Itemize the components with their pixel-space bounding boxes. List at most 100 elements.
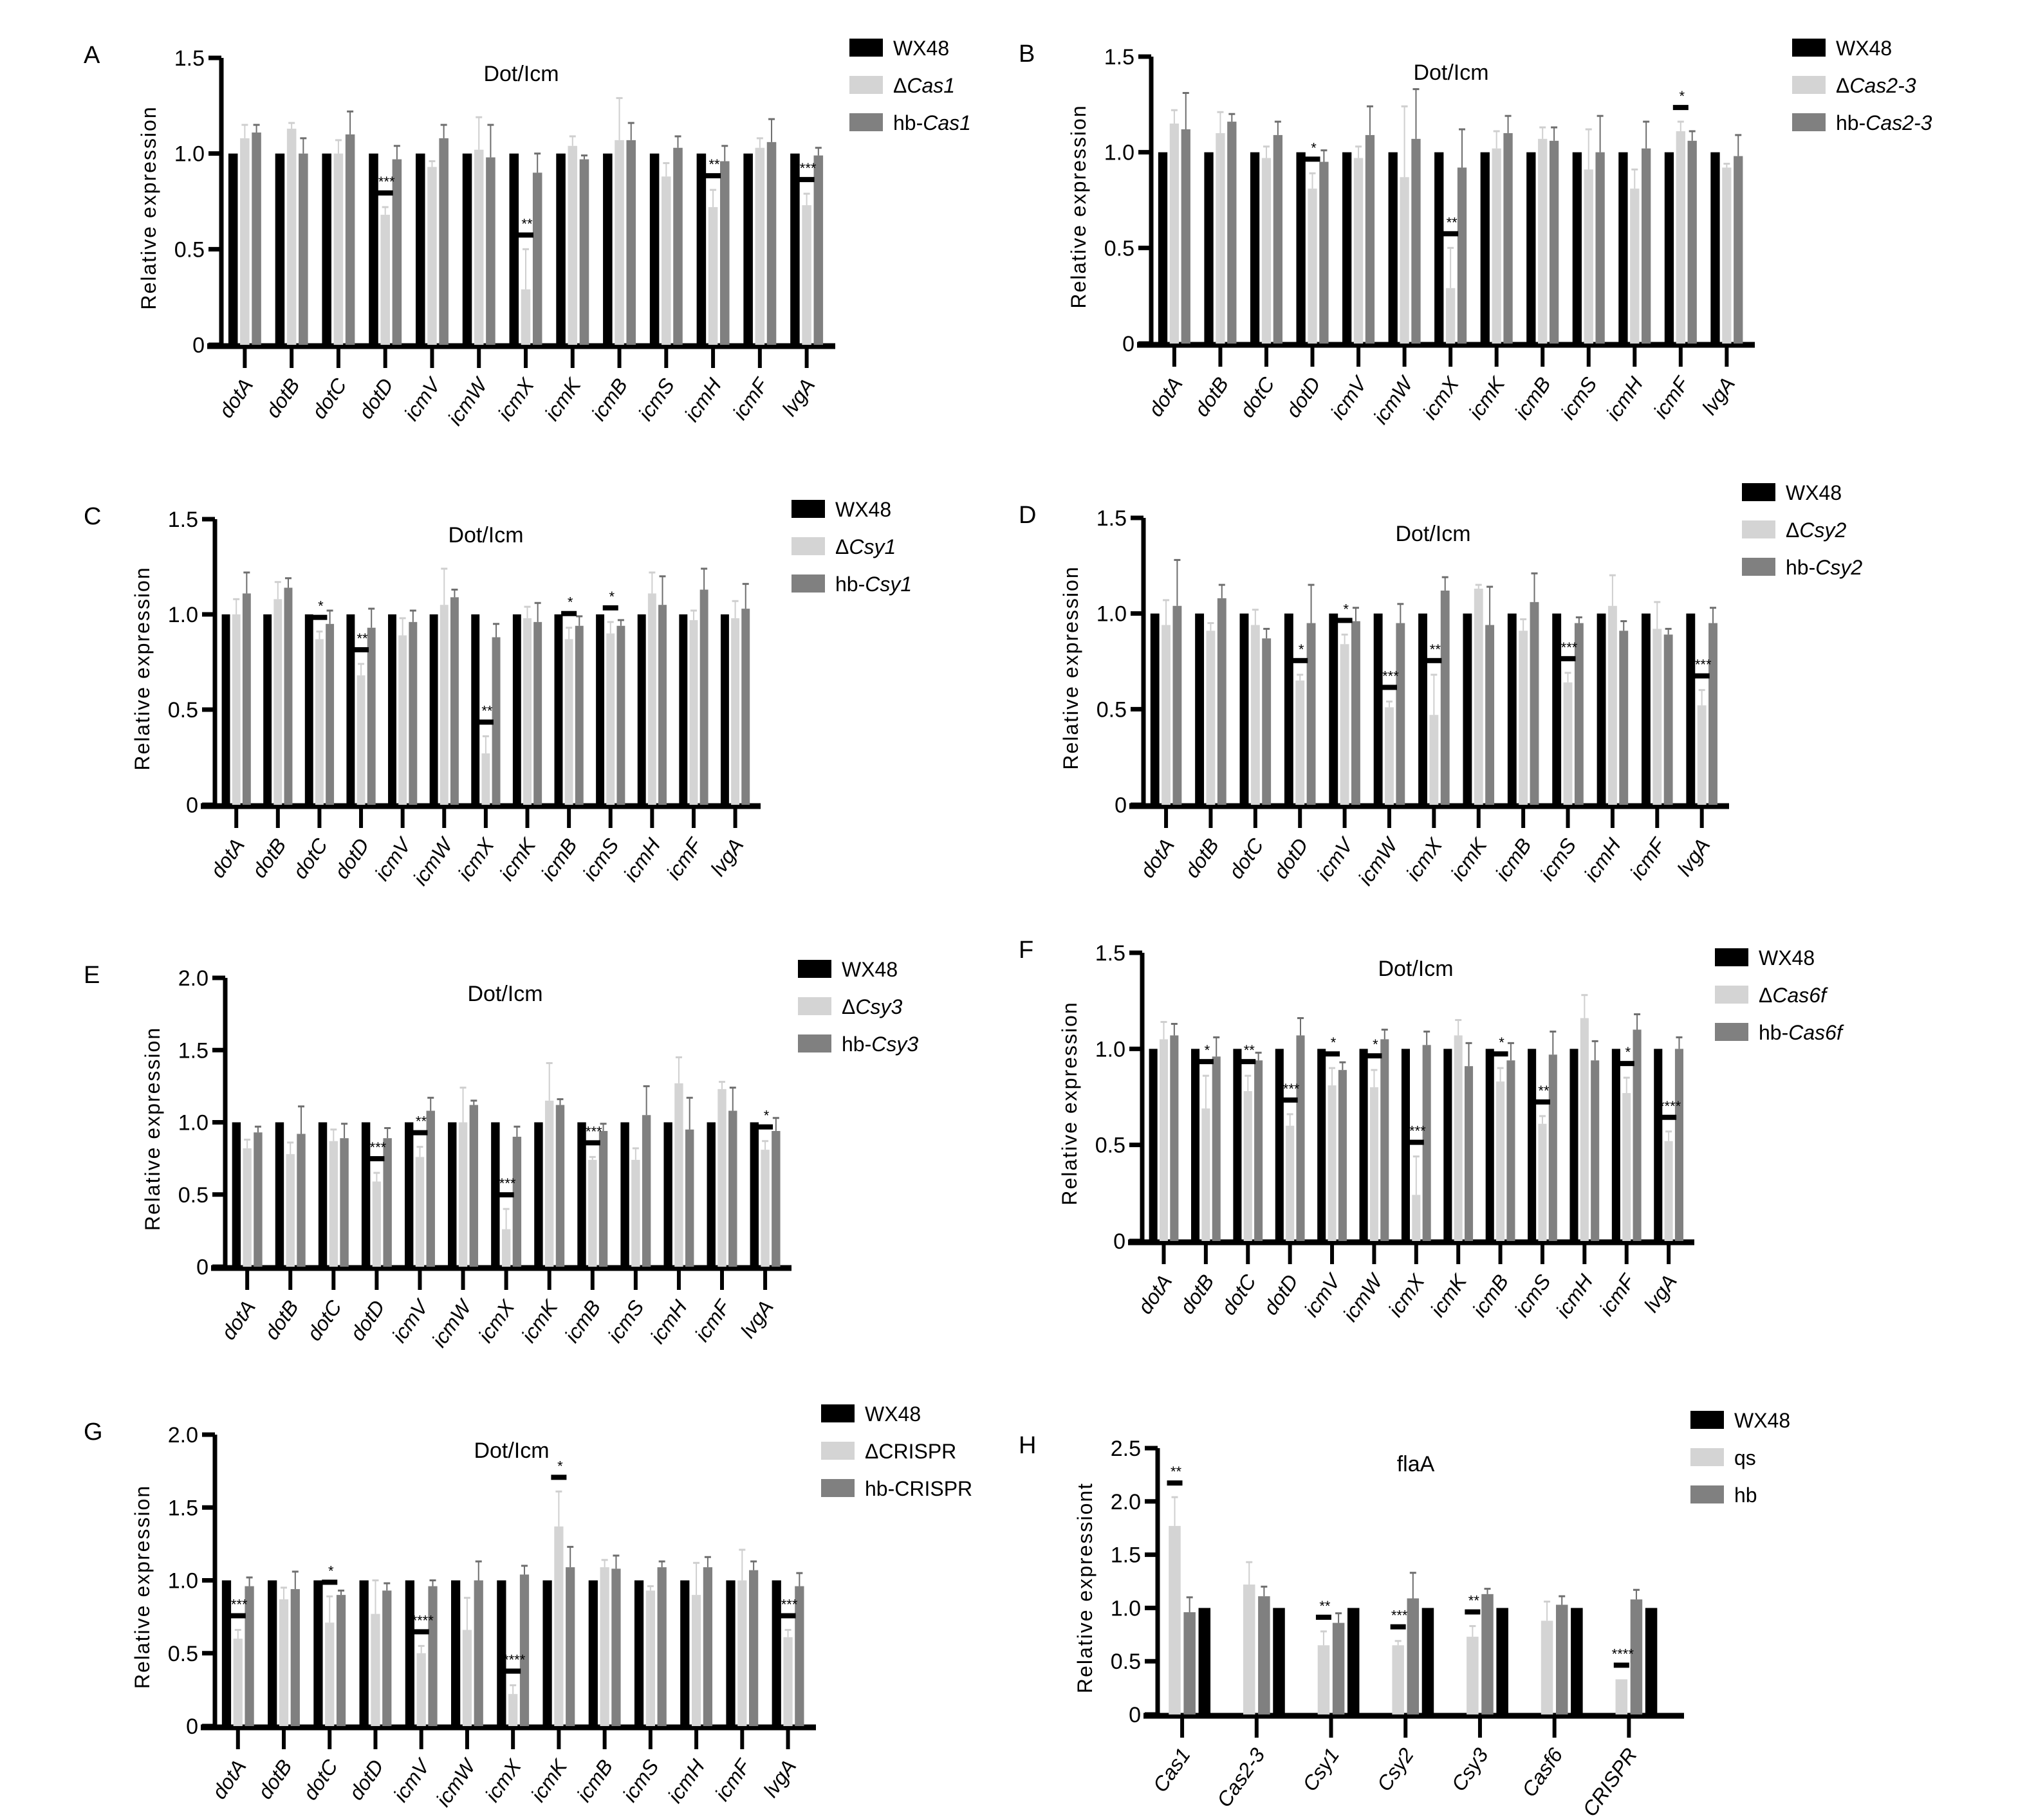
bar — [325, 1622, 335, 1726]
bar — [340, 1138, 349, 1267]
bar — [1676, 131, 1685, 344]
bar — [450, 597, 459, 805]
bar — [1485, 1049, 1494, 1241]
bar — [1181, 129, 1190, 344]
significance-bar — [1694, 673, 1710, 679]
significance-label: ** — [1171, 1464, 1182, 1480]
legend-label: ΔCsy3 — [842, 995, 902, 1018]
significance-bar — [1672, 105, 1689, 111]
bar — [497, 1580, 506, 1726]
x-tick-label: icmW — [427, 1294, 477, 1351]
bar — [1555, 1604, 1568, 1714]
chart-title: Dot/Icm — [467, 982, 542, 1006]
bar — [428, 1586, 438, 1726]
bar — [568, 145, 578, 345]
legend-label-name: WX48 — [842, 958, 898, 981]
bar — [1422, 1045, 1431, 1241]
bar — [1541, 1621, 1553, 1714]
legend-label-prefix: ΔCRISPR — [865, 1440, 956, 1463]
bar — [717, 1089, 727, 1267]
bar — [1150, 613, 1160, 805]
bar — [1365, 134, 1375, 344]
bar — [1697, 705, 1707, 805]
significance-label: * — [1205, 1042, 1210, 1058]
legend-label: WX48 — [835, 498, 891, 521]
significance-bar — [1198, 1059, 1214, 1065]
bar — [1674, 1049, 1683, 1241]
bar — [647, 593, 656, 805]
legend-label: WX48 — [1836, 37, 1892, 60]
legend-label-prefix: hb- — [835, 573, 865, 596]
significance-bar — [377, 190, 393, 196]
x-tick-label: dotD — [1269, 834, 1313, 883]
bar — [1526, 152, 1536, 344]
bar — [1467, 1637, 1479, 1714]
bar — [662, 176, 671, 345]
bar — [1519, 630, 1528, 805]
bar — [719, 161, 730, 345]
bar — [1421, 1608, 1434, 1714]
legend-swatch — [821, 1404, 855, 1422]
significance-bar — [1443, 231, 1459, 237]
bar — [232, 1122, 241, 1267]
bar — [1595, 152, 1605, 344]
bar — [564, 639, 573, 805]
y-tick-label: 2.0 — [168, 1423, 198, 1448]
bar — [1162, 625, 1171, 805]
bar — [566, 1567, 575, 1726]
significance-bar — [230, 1613, 246, 1619]
y-tick-label: 1.5 — [178, 1038, 208, 1063]
bar — [1172, 605, 1182, 805]
legend-label-name: WX48 — [1786, 481, 1842, 504]
significance-label: * — [318, 598, 324, 614]
bar — [474, 1580, 483, 1726]
legend-label: ΔCas2-3 — [1836, 74, 1916, 97]
x-tick-label: dotD — [346, 1296, 389, 1345]
x-tick-label: dotB — [247, 834, 290, 882]
bar — [361, 1122, 371, 1267]
bar — [1664, 1141, 1673, 1241]
x-tick-label: icmX — [493, 373, 539, 425]
bar — [1233, 1049, 1242, 1241]
bar — [297, 1134, 306, 1267]
y-tick-label: 0 — [186, 793, 198, 818]
bar — [1686, 613, 1696, 805]
bar — [1652, 629, 1662, 805]
y-tick-label: 2.0 — [1111, 1490, 1141, 1514]
significance-label: *** — [586, 1123, 602, 1139]
y-axis-label: Relative expression — [1058, 1001, 1081, 1205]
bar — [405, 1580, 415, 1726]
bar — [707, 1122, 716, 1267]
bar — [1149, 1049, 1158, 1241]
y-tick-label: 1.0 — [168, 603, 198, 627]
bar — [1663, 634, 1673, 805]
bar — [1722, 167, 1732, 344]
x-tick-label: dotC — [1217, 1270, 1261, 1319]
significance-bar — [505, 1668, 521, 1674]
significance-label: **** — [1659, 1098, 1681, 1114]
significance-label: *** — [1382, 668, 1399, 684]
bar — [741, 609, 750, 805]
x-tick-label: icmV — [387, 1294, 434, 1347]
y-tick-label: 1.5 — [174, 46, 205, 71]
significance-bar — [705, 173, 721, 179]
y-tick-label: 1.5 — [168, 508, 198, 532]
bar — [556, 153, 566, 345]
bar — [228, 153, 238, 345]
bar — [1295, 680, 1305, 805]
bar — [772, 1580, 781, 1726]
legend-swatch — [791, 500, 825, 518]
x-tick-label: icmK — [1446, 833, 1492, 885]
bar — [1664, 152, 1674, 344]
bar — [544, 1100, 554, 1267]
legend-label: hb — [1734, 1484, 1757, 1507]
significance-bar — [1465, 1609, 1481, 1615]
bar — [1507, 613, 1517, 805]
legend-label: WX48 — [1734, 1409, 1790, 1432]
legend-label: ΔCsy2 — [1786, 519, 1846, 542]
bar — [689, 620, 698, 805]
x-tick-label: Cas1 — [1148, 1743, 1194, 1796]
legend-label: hb-Csy2 — [1786, 556, 1862, 579]
significance-label: *** — [499, 1175, 516, 1191]
